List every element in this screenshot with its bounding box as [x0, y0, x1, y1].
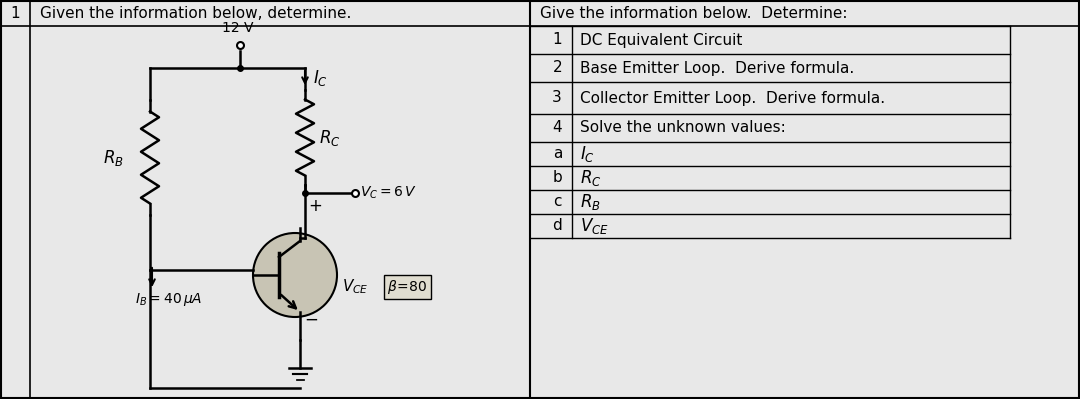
Text: b: b	[552, 170, 562, 186]
Text: Given the information below, determine.: Given the information below, determine.	[40, 6, 351, 22]
Text: 1: 1	[10, 6, 19, 22]
Text: $I_B = 40\,\mu A$: $I_B = 40\,\mu A$	[135, 292, 202, 308]
Text: c: c	[554, 194, 562, 209]
Text: a: a	[553, 146, 562, 162]
Text: Give the information below.  Determine:: Give the information below. Determine:	[540, 6, 848, 22]
Text: $R_C$: $R_C$	[580, 168, 602, 188]
Text: $R_B$: $R_B$	[580, 192, 600, 212]
Text: 1: 1	[552, 32, 562, 47]
Text: Collector Emitter Loop.  Derive formula.: Collector Emitter Loop. Derive formula.	[580, 91, 886, 105]
Text: 12 V: 12 V	[222, 21, 254, 35]
Text: +: +	[308, 197, 322, 215]
Text: 4: 4	[552, 120, 562, 136]
Circle shape	[253, 233, 337, 317]
Text: $V_C = 6\,V$: $V_C = 6\,V$	[360, 185, 417, 201]
Text: Solve the unknown values:: Solve the unknown values:	[580, 120, 786, 136]
Text: $V_{CE}$: $V_{CE}$	[342, 278, 368, 296]
Text: Base Emitter Loop.  Derive formula.: Base Emitter Loop. Derive formula.	[580, 61, 854, 75]
Text: $V_{CE}$: $V_{CE}$	[580, 216, 609, 236]
Text: −: −	[303, 311, 318, 329]
Text: 2: 2	[552, 61, 562, 75]
Text: $\beta\!=\!80$: $\beta\!=\!80$	[387, 278, 427, 296]
Text: $I_C$: $I_C$	[580, 144, 595, 164]
Text: $R_C$: $R_C$	[319, 128, 340, 148]
Text: d: d	[552, 219, 562, 233]
Text: $I_C$: $I_C$	[313, 68, 328, 88]
Text: $R_B$: $R_B$	[104, 148, 124, 168]
Text: 3: 3	[552, 91, 562, 105]
Text: DC Equivalent Circuit: DC Equivalent Circuit	[580, 32, 742, 47]
